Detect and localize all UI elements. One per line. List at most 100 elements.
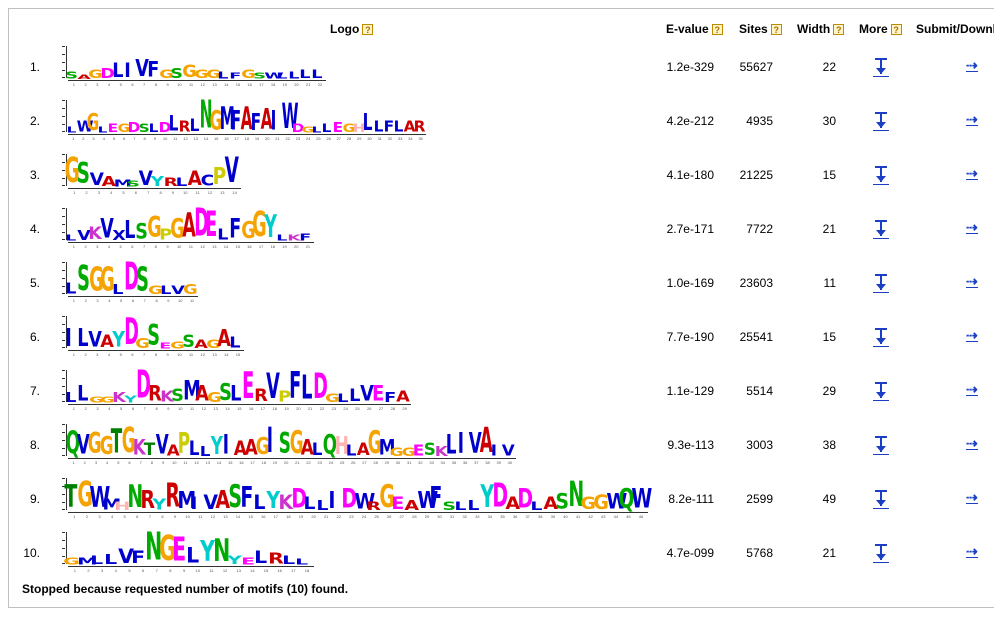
logo-letter: S <box>136 260 149 299</box>
logo-tick: 10 <box>177 298 183 303</box>
help-icon[interactable]: ? <box>890 23 902 35</box>
logo-letter: E <box>107 121 118 135</box>
logo-letter: G <box>325 391 340 405</box>
submit-download-arrow-icon[interactable]: ⇢ <box>966 57 978 73</box>
logo-tick: 3 <box>94 460 98 465</box>
motif-index: 5. <box>29 276 40 290</box>
logo-letter: V <box>155 428 169 461</box>
more-details-icon[interactable] <box>873 274 889 294</box>
logo-letter: V <box>360 381 375 406</box>
logo-tick: 6 <box>131 298 135 303</box>
sequence-logo[interactable]: L V K V X L S G P G A D E L F G G Y L K F 1 2 3 4 5 6 7 8 9 10 11 12 13 14… <box>58 204 316 250</box>
help-icon[interactable]: ? <box>833 23 845 35</box>
logo-tick: 25 <box>316 136 321 141</box>
submit-download-arrow-icon[interactable]: ⇢ <box>966 111 978 127</box>
more-details-icon[interactable] <box>873 544 889 564</box>
logo-letter: C <box>200 171 215 190</box>
logo-letter: V <box>265 366 280 407</box>
help-icon[interactable]: ? <box>362 23 374 35</box>
logo-tick: 5 <box>122 190 125 195</box>
logo-letter: G <box>593 491 609 514</box>
sequence-logo[interactable]: S A G D L I V F G S G G G L F G S W L L L L 1 2 3 4 5 6 7 8 9 10 11 12 13 1… <box>58 44 328 88</box>
submit-download-arrow-icon[interactable]: ⇢ <box>966 165 978 181</box>
logo-tick: 8 <box>155 406 158 411</box>
logo-letter: A <box>233 437 247 460</box>
logo-letter: L <box>311 439 323 460</box>
logo-letter: D <box>100 65 116 82</box>
sequence-logo[interactable]: I L V A Y D G S E G S A G A L 1 2 3 4 5 6 7 8 9 10 11 12 13 14 15 <box>58 314 246 358</box>
logo-letter: L <box>393 117 404 136</box>
submit-download-arrow-icon[interactable]: ⇢ <box>966 489 978 505</box>
logo-letter: G <box>206 389 222 406</box>
more-details-icon[interactable] <box>873 220 889 240</box>
logo-tick: 18 <box>244 136 250 141</box>
submit-download-arrow-icon[interactable]: ⇢ <box>966 327 978 343</box>
logo-letter: A <box>395 387 410 406</box>
logo-tick: 19 <box>282 244 287 249</box>
evalue-cell: 7.7e-190 <box>666 330 714 344</box>
logo-letter: S <box>126 179 140 189</box>
logo-tick: 14 <box>235 514 241 519</box>
logo-letter: M <box>177 487 197 514</box>
sequence-logo[interactable]: L S G G L D S G L V G 1 2 3 4 5 6 7 8 9 10 11 <box>58 258 200 304</box>
logo-letter: L <box>65 279 77 298</box>
more-details-icon[interactable] <box>873 58 889 78</box>
help-icon[interactable]: ? <box>711 23 723 35</box>
logo-tick: 22 <box>306 460 311 465</box>
more-details-icon[interactable] <box>873 112 889 132</box>
width-column-header: Width ? <box>797 22 845 36</box>
logo-letter: A <box>166 441 180 460</box>
more-details-icon[interactable] <box>873 436 889 456</box>
logo-letter: L <box>186 543 200 568</box>
submit-download-arrow-icon[interactable]: ⇢ <box>966 543 978 559</box>
logo-letter: Y <box>151 173 165 190</box>
logo-letter: I <box>328 487 336 514</box>
logo-tick: 12 <box>200 82 205 87</box>
logo-tick: 3 <box>96 82 99 87</box>
logo-tick: 37 <box>525 514 530 519</box>
logo-letter: L <box>217 69 229 81</box>
logo-tick: 8 <box>150 460 154 465</box>
logo-letter: N <box>568 474 584 515</box>
logo-letter: S <box>442 499 456 513</box>
logo-letter: D <box>291 121 305 135</box>
logo-letter: Y <box>227 553 242 567</box>
more-details-icon[interactable] <box>873 328 889 348</box>
logo-letter: L <box>175 175 188 189</box>
logo-letter: M <box>219 100 236 137</box>
logo-letter: S <box>278 426 291 461</box>
submit-download-arrow-icon[interactable]: ⇢ <box>966 273 978 289</box>
logo-tick: 9 <box>166 352 169 357</box>
logo-letter: D <box>291 482 307 515</box>
sequence-logo[interactable]: L L G G K Y D R K S M A G S L E R V P F L D G L L V E F A 1 2 3 4 5 6 7 8 9 10… <box>58 366 413 412</box>
logo-tick: 15 <box>263 568 269 573</box>
logo-letter: L <box>276 71 288 81</box>
logo-letter: L <box>454 499 467 513</box>
more-header-label: More <box>859 22 888 36</box>
logo-letter: E <box>205 204 218 245</box>
logo-tick: 17 <box>250 460 255 465</box>
logo-tick: 3 <box>98 514 101 519</box>
logo-tick: 26 <box>366 406 372 411</box>
sequence-logo[interactable]: G S V A M S V Y R L A C P V 1 2 3 4 5 6 7 8 9 10 11 12 13 14 <box>58 152 243 196</box>
more-details-icon[interactable] <box>873 382 889 402</box>
logo-tick: 14 <box>216 460 222 465</box>
motif-row: 7. L L G G K Y D R K S M A G S L E R V P F L D G L L V E F A 1 2 3 4 5 6 7 8 9… <box>0 364 994 418</box>
sequence-logo[interactable]: G M L L V F N G E L Y N Y E L R L L 1 2 3 4 5 6 7 8 9 10 11 12 13 14 15 1… <box>58 528 316 574</box>
motif-row: 5. L S G G L D S G L V G 1 2 3 4 5 6 7 8 9 10 11 1.0e-169 23603 1… <box>0 256 994 310</box>
logo-tick: 4 <box>114 568 117 573</box>
more-details-icon[interactable] <box>873 166 889 186</box>
more-details-icon[interactable] <box>873 490 889 510</box>
help-icon[interactable]: ? <box>770 23 782 35</box>
submit-download-arrow-icon[interactable]: ⇢ <box>966 219 978 235</box>
logo-tick: 36 <box>512 514 518 519</box>
logo-tick: 15 <box>235 82 241 87</box>
submit-download-arrow-icon[interactable]: ⇢ <box>966 435 978 451</box>
logo-x-ticks: 1 2 3 4 5 6 7 8 9 10 11 <box>68 298 198 303</box>
submit-download-arrow-icon[interactable]: ⇢ <box>966 381 978 397</box>
